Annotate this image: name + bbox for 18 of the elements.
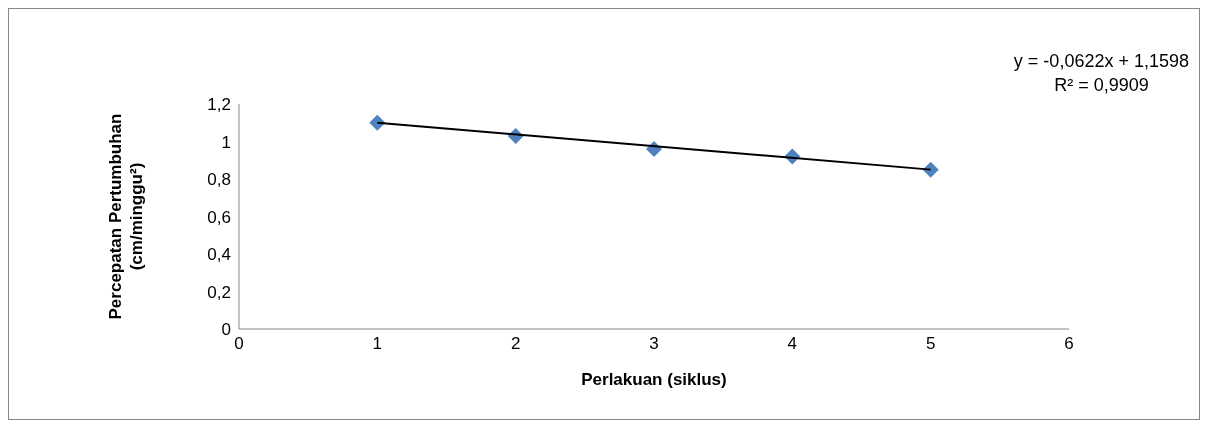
x-tick-label: 0 bbox=[234, 334, 244, 354]
y-tick-label: 0,8 bbox=[207, 170, 231, 190]
x-tick-label: 5 bbox=[925, 334, 936, 354]
text: y = -0,0622x + 1,1598 bbox=[1013, 50, 1189, 73]
y-tick-label: 1 bbox=[221, 132, 231, 152]
x-tick-label: 1 bbox=[372, 334, 383, 354]
y-tick-label: 0 bbox=[221, 320, 231, 340]
y-tick-label: 1,2 bbox=[207, 95, 231, 115]
x-tick-label: 6 bbox=[1064, 334, 1074, 354]
x-axis-title: Perlakuan (siklus) bbox=[581, 370, 727, 389]
y-axis-title: Percepatan Pertumbuhan (cm/minggu²) bbox=[106, 113, 146, 320]
y-tick-label: 0,2 bbox=[207, 282, 231, 302]
y-tick-label: 0,4 bbox=[207, 245, 231, 265]
x-tick-label: 3 bbox=[649, 334, 659, 354]
x-tick-label: 4 bbox=[787, 334, 798, 354]
y-tick-label: 0,6 bbox=[207, 207, 231, 227]
text: R² = 0,9909 bbox=[1053, 74, 1150, 97]
x-tick-label: 2 bbox=[510, 334, 521, 354]
